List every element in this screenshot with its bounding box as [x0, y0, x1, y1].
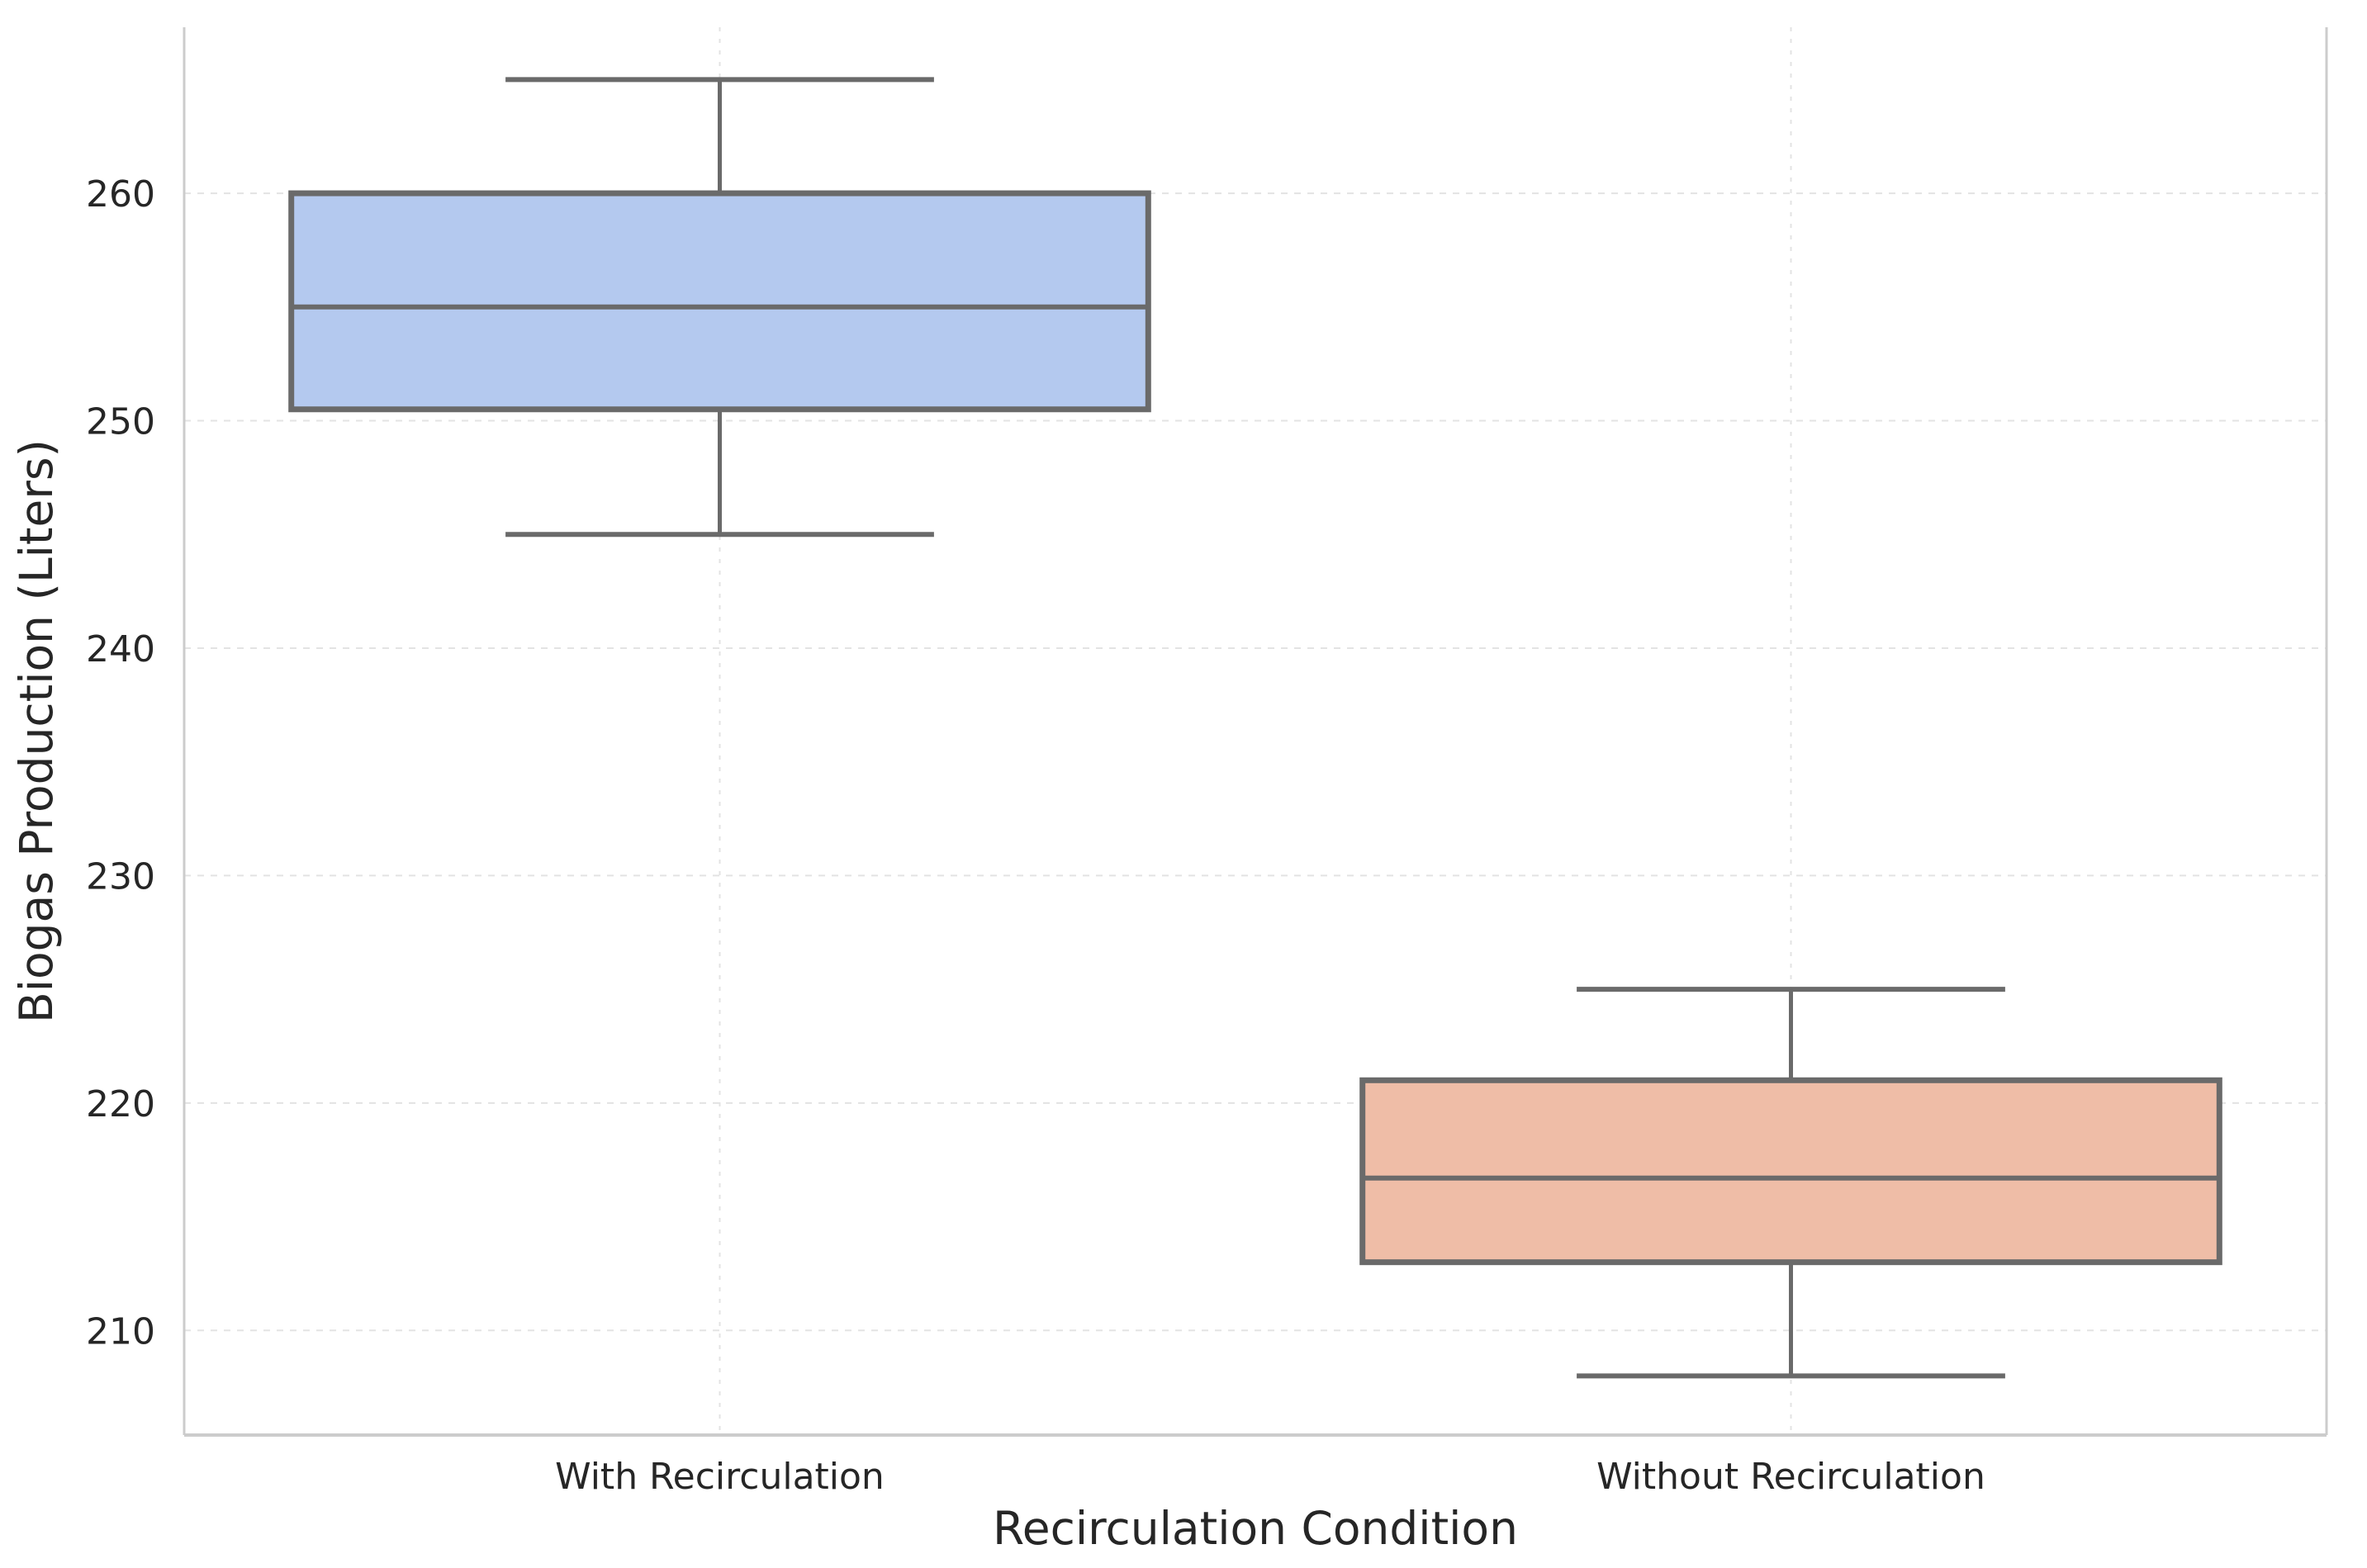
y-tick-label: 240: [86, 628, 155, 670]
x-tick-label: With Recirculation: [555, 1456, 885, 1498]
x-tick-labels: With Recirculation Without Recirculation: [555, 1456, 1985, 1498]
y-tick-label: 210: [86, 1310, 155, 1352]
iqr-box-without-recirculation: [1359, 1077, 2222, 1266]
y-tick-label: 250: [86, 401, 155, 443]
box-group-with-recirculation: [288, 77, 1151, 538]
box-series: [288, 77, 2222, 1379]
x-tick-label: Without Recirculation: [1596, 1456, 1985, 1498]
y-tick-label: 260: [86, 173, 155, 216]
box-group-without-recirculation: [1359, 987, 2222, 1379]
y-tick-labels: 210 220 230 240 250 260: [86, 173, 155, 1352]
y-axis-label: Biogas Production (Liters): [10, 438, 63, 1024]
y-tick-label: 230: [86, 855, 155, 898]
axes-spines: [183, 27, 2328, 1437]
iqr-box-with-recirculation: [288, 190, 1151, 413]
x-axis-label: Recirculation Condition: [993, 1502, 1518, 1555]
y-tick-label: 220: [86, 1083, 155, 1125]
